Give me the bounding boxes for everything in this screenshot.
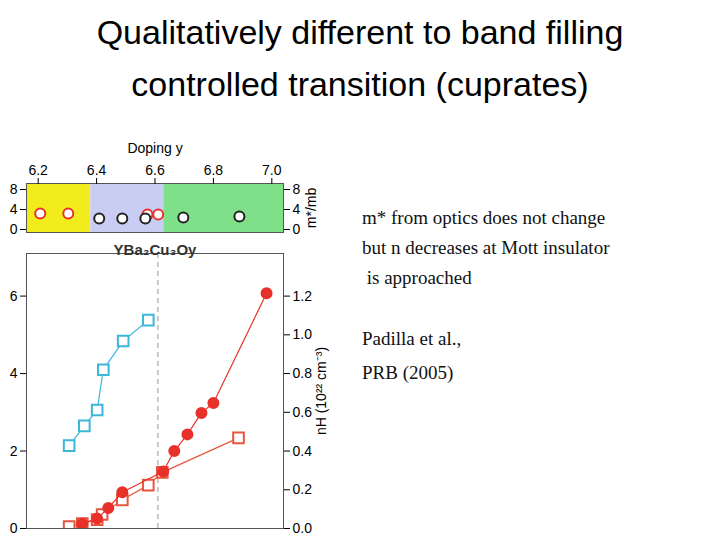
svg-text:nH (10²² cm⁻³): nH (10²² cm⁻³) bbox=[313, 347, 329, 435]
svg-text:m*/mb: m*/mb bbox=[303, 188, 319, 229]
svg-text:7.0: 7.0 bbox=[262, 162, 282, 178]
svg-text:2: 2 bbox=[10, 443, 18, 459]
svg-text:0.2: 0.2 bbox=[293, 481, 313, 497]
svg-text:1.2: 1.2 bbox=[293, 288, 313, 304]
html-text:Qualitatively different to ban: Qualitatively different to band filling bbox=[96, 13, 624, 51]
svg-text:6.4: 6.4 bbox=[87, 162, 107, 178]
svg-text:0.6: 0.6 bbox=[293, 404, 313, 420]
svg-text:0.0: 0.0 bbox=[293, 520, 313, 536]
svg-text:4: 4 bbox=[293, 201, 301, 217]
html-text:Padilla et al., PRB (2005): Padilla et al., PRB (2005) bbox=[362, 328, 462, 383]
svg-text:0: 0 bbox=[293, 221, 301, 237]
svg-text:YBa₂Cu₃Oy: YBa₂Cu₃Oy bbox=[114, 241, 197, 258]
svg-text:4: 4 bbox=[10, 365, 18, 381]
svg-text:0: 0 bbox=[10, 221, 18, 237]
svg-text:4: 4 bbox=[10, 201, 18, 217]
svg-text:0.4: 0.4 bbox=[293, 443, 313, 459]
svg-text:8: 8 bbox=[10, 181, 18, 197]
svg-text:0: 0 bbox=[10, 520, 18, 536]
svg-text:Doping y: Doping y bbox=[127, 140, 182, 156]
svg-text:6.2: 6.2 bbox=[28, 162, 48, 178]
html-text:controlled transition (cuprate: controlled transition (cuprates) bbox=[131, 65, 589, 103]
svg-text:1.0: 1.0 bbox=[293, 326, 313, 342]
svg-text:8: 8 bbox=[293, 181, 301, 197]
html-text:m* from optics does not change: m* from optics does not change but n dec… bbox=[362, 207, 610, 288]
svg-text:6.8: 6.8 bbox=[204, 162, 224, 178]
svg-text:6.6: 6.6 bbox=[145, 162, 165, 178]
svg-text:6: 6 bbox=[10, 288, 18, 304]
svg-text:0.8: 0.8 bbox=[293, 365, 313, 381]
